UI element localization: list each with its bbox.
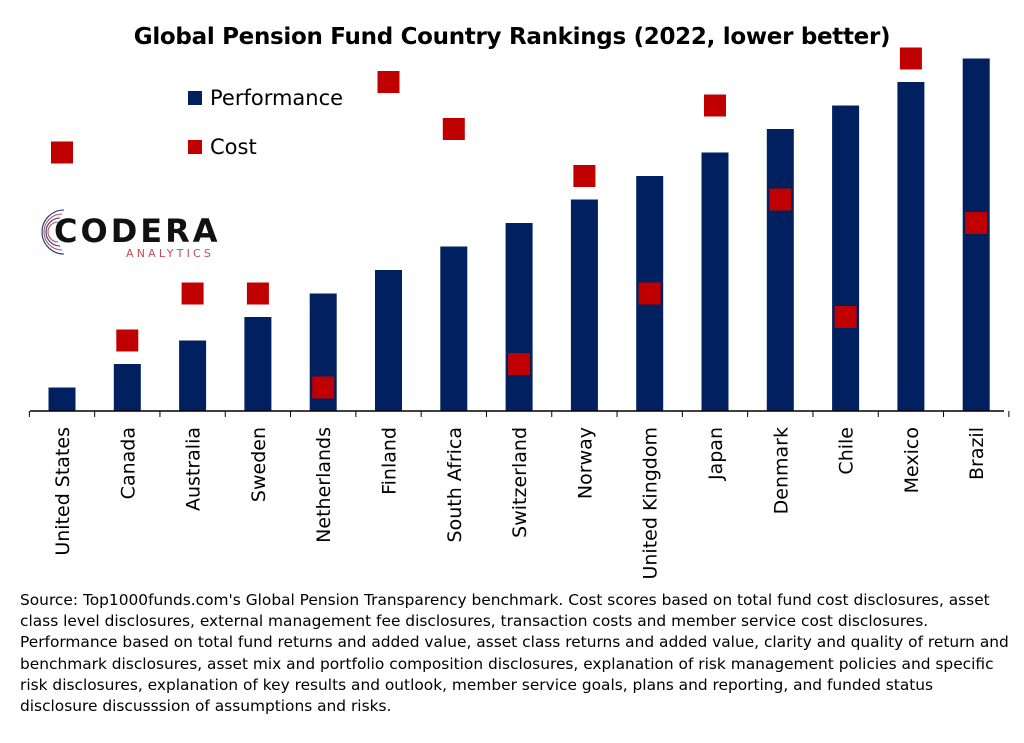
cost-marker <box>704 94 726 117</box>
cost-marker <box>573 165 596 187</box>
x-tick-label: United Kingdom <box>640 427 662 580</box>
legend-swatch <box>188 140 202 154</box>
x-tick-label: Mexico <box>901 427 923 493</box>
codera-logo: CODERA ANALYTICS <box>34 200 234 264</box>
x-tick-label: South Africa <box>444 427 466 542</box>
performance-bar <box>832 105 860 411</box>
cost-marker <box>377 71 400 93</box>
x-tick-label: Sweden <box>248 427 270 502</box>
cost-marker <box>246 282 269 305</box>
cost-marker <box>638 282 661 305</box>
cost-markers <box>51 47 988 399</box>
legend-label: Cost <box>210 135 257 159</box>
logo-wordmark: CODERA <box>54 212 221 250</box>
cost-marker <box>769 188 792 211</box>
x-tick-label: Switzerland <box>509 427 531 538</box>
x-tick-label: Australia <box>183 427 205 511</box>
performance-bar <box>505 223 533 411</box>
performance-bar <box>48 387 76 411</box>
cost-marker <box>508 353 531 375</box>
cost-marker <box>51 141 73 164</box>
performance-bar <box>375 270 402 411</box>
performance-bar <box>179 340 207 411</box>
x-axis-labels: United States Canada Australia Sweden Nether… <box>52 427 988 580</box>
performance-bar <box>962 58 990 411</box>
legend-swatch <box>188 91 202 105</box>
logo-subtitle: ANALYTICS <box>126 247 215 260</box>
x-tick-label: Norway <box>574 427 596 499</box>
cost-marker <box>312 376 335 399</box>
performance-bar <box>244 317 272 411</box>
x-tick-label: Brazil <box>966 427 988 480</box>
cost-marker <box>442 118 465 140</box>
cost-marker <box>834 306 857 328</box>
legend-label: Performance <box>210 86 343 110</box>
performance-bar <box>766 129 794 411</box>
chart-area: United States Canada Australia Sweden Nether… <box>28 47 1010 580</box>
x-axis-ticks <box>28 411 1010 417</box>
x-tick-label: Chile <box>836 427 858 475</box>
source-note: Source: Top1000funds.com's Global Pensio… <box>20 591 1009 716</box>
cost-marker <box>899 47 922 70</box>
cost-marker <box>965 212 988 234</box>
performance-bar <box>440 246 468 411</box>
logo-mark-icon <box>41 209 65 255</box>
x-tick-label: Japan <box>705 427 727 481</box>
x-tick-label: United States <box>52 427 74 556</box>
x-tick-label: Netherlands <box>313 427 335 543</box>
legend: Performance Cost <box>188 86 343 159</box>
cost-marker <box>181 282 204 305</box>
cost-marker <box>116 329 139 352</box>
performance-bar <box>570 199 598 411</box>
x-tick-label: Denmark <box>770 427 792 514</box>
performance-bar <box>897 82 925 411</box>
chart-title: Global Pension Fund Country Rankings (20… <box>133 24 891 50</box>
x-tick-label: Finland <box>379 427 401 495</box>
performance-bar <box>113 364 141 411</box>
performance-bars <box>48 58 990 411</box>
x-tick-label: Canada <box>117 427 139 499</box>
performance-bar <box>701 152 729 411</box>
